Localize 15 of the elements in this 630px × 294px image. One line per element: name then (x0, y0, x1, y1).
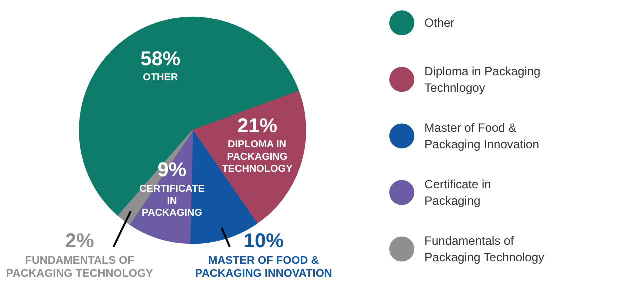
text: DIPLOMA IN PACKAGING TECHNOLOGY (222, 140, 294, 175)
data-label: 9% (158, 160, 187, 182)
legend-label: Fundamentals of Packaging Technology (424, 234, 545, 265)
text: FUNDAMENTALS OF PACKAGING TECHNOLOGY (6, 254, 154, 280)
legend-label: Other (424, 16, 455, 30)
data-label: 21% (237, 115, 278, 138)
data-label: 10% (244, 230, 284, 253)
legend-label: Diploma in Packaging Technlogoy (424, 64, 541, 96)
text: MASTER OF FOOD & PACKAGING INNOVATION (195, 254, 332, 280)
legend-label: Master of Food & Packaging Innovation (424, 120, 540, 152)
text: OTHER (143, 72, 179, 84)
text: CERTIFICATE IN PACKAGING (140, 184, 206, 220)
data-label: 2% (65, 230, 95, 253)
data-label: 58% (140, 48, 181, 70)
legend-label: Certificate in Packaging (424, 177, 492, 208)
